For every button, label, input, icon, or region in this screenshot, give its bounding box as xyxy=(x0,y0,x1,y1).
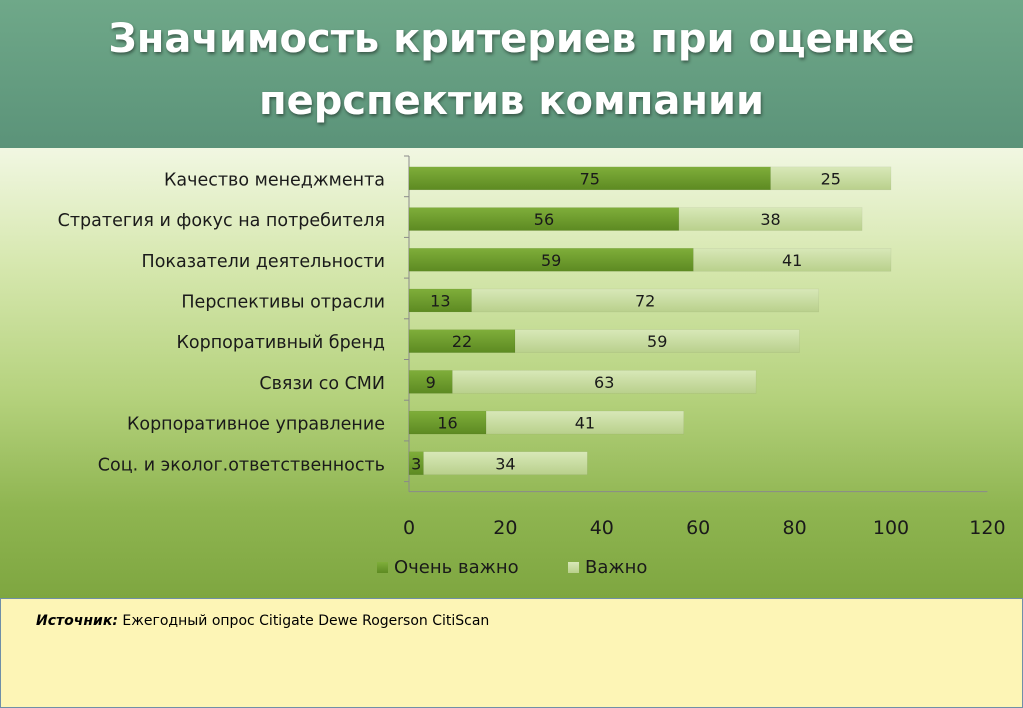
data-label: 25 xyxy=(821,169,841,188)
source-text: Ежегодный опрос Citigate Dewe Rogerson C… xyxy=(122,613,490,629)
category-label: Корпоративный бренд xyxy=(176,333,385,353)
data-label: 3 xyxy=(411,454,421,473)
data-label: 41 xyxy=(782,251,802,270)
category-label: Перспективы отрасли xyxy=(181,292,385,312)
source-note: Источник: Ежегодный опрос Citigate Dewe … xyxy=(36,613,489,629)
x-tick-label: 80 xyxy=(783,517,807,539)
x-tick-label: 60 xyxy=(686,517,710,539)
x-tick-label: 120 xyxy=(969,517,1005,539)
x-tick-label: 100 xyxy=(873,517,909,539)
data-label: 22 xyxy=(452,332,472,351)
title-line-2: перспектив компании xyxy=(258,78,765,124)
x-tick-label: 0 xyxy=(403,517,415,539)
bar-important xyxy=(693,248,892,272)
legend-label: Очень важно xyxy=(394,557,519,578)
data-label: 38 xyxy=(760,210,780,229)
data-label: 34 xyxy=(495,454,515,473)
category-label: Соц. и эколог.ответственность xyxy=(98,455,385,475)
category-label: Показатели деятельности xyxy=(142,252,385,272)
page-title: Значимость критериев при оценке перспект… xyxy=(0,8,1023,132)
bar-important xyxy=(514,329,800,353)
x-tick-label: 40 xyxy=(590,517,614,539)
x-tick-label: 20 xyxy=(493,517,517,539)
bar-important xyxy=(471,288,819,313)
data-label: 72 xyxy=(635,291,655,310)
legend-label: Важно xyxy=(585,557,647,578)
data-label: 75 xyxy=(580,169,600,188)
data-label: 16 xyxy=(437,414,457,433)
bar-important xyxy=(770,166,892,191)
category-label: Стратегия и фокус на потребителя xyxy=(58,211,385,231)
title-line-1: Значимость критериев при оценке xyxy=(108,16,915,62)
data-label: 59 xyxy=(647,332,667,351)
bar-important xyxy=(423,451,588,475)
category-label: Качество менеджмента xyxy=(164,170,385,190)
legend-swatch xyxy=(377,562,388,573)
plot-group: Качество менеджмента 75 25 Стратегия и фоку… xyxy=(58,155,1006,578)
source-label: Источник: xyxy=(36,613,118,629)
bar-important xyxy=(452,370,757,394)
bar-important xyxy=(678,207,863,231)
title-banner: Значимость критериев при оценке перспект… xyxy=(0,0,1023,148)
legend-swatch xyxy=(568,562,579,573)
chart-area: Качество менеджмента 75 25 Стратегия и фоку… xyxy=(0,148,1023,598)
data-label: 9 xyxy=(426,373,436,392)
category-label: Связи со СМИ xyxy=(259,374,385,394)
bar-important xyxy=(485,410,684,435)
data-label: 56 xyxy=(534,210,554,229)
data-label: 63 xyxy=(594,373,614,392)
source-box: Источник: Ежегодный опрос Citigate Dewe … xyxy=(0,598,1023,708)
data-label: 13 xyxy=(430,291,450,310)
data-label: 59 xyxy=(541,251,561,270)
data-label: 41 xyxy=(575,414,595,433)
category-label: Корпоративное управление xyxy=(127,415,385,435)
stacked-bar-chart: Качество менеджмента 75 25 Стратегия и фоку… xyxy=(58,155,1006,578)
